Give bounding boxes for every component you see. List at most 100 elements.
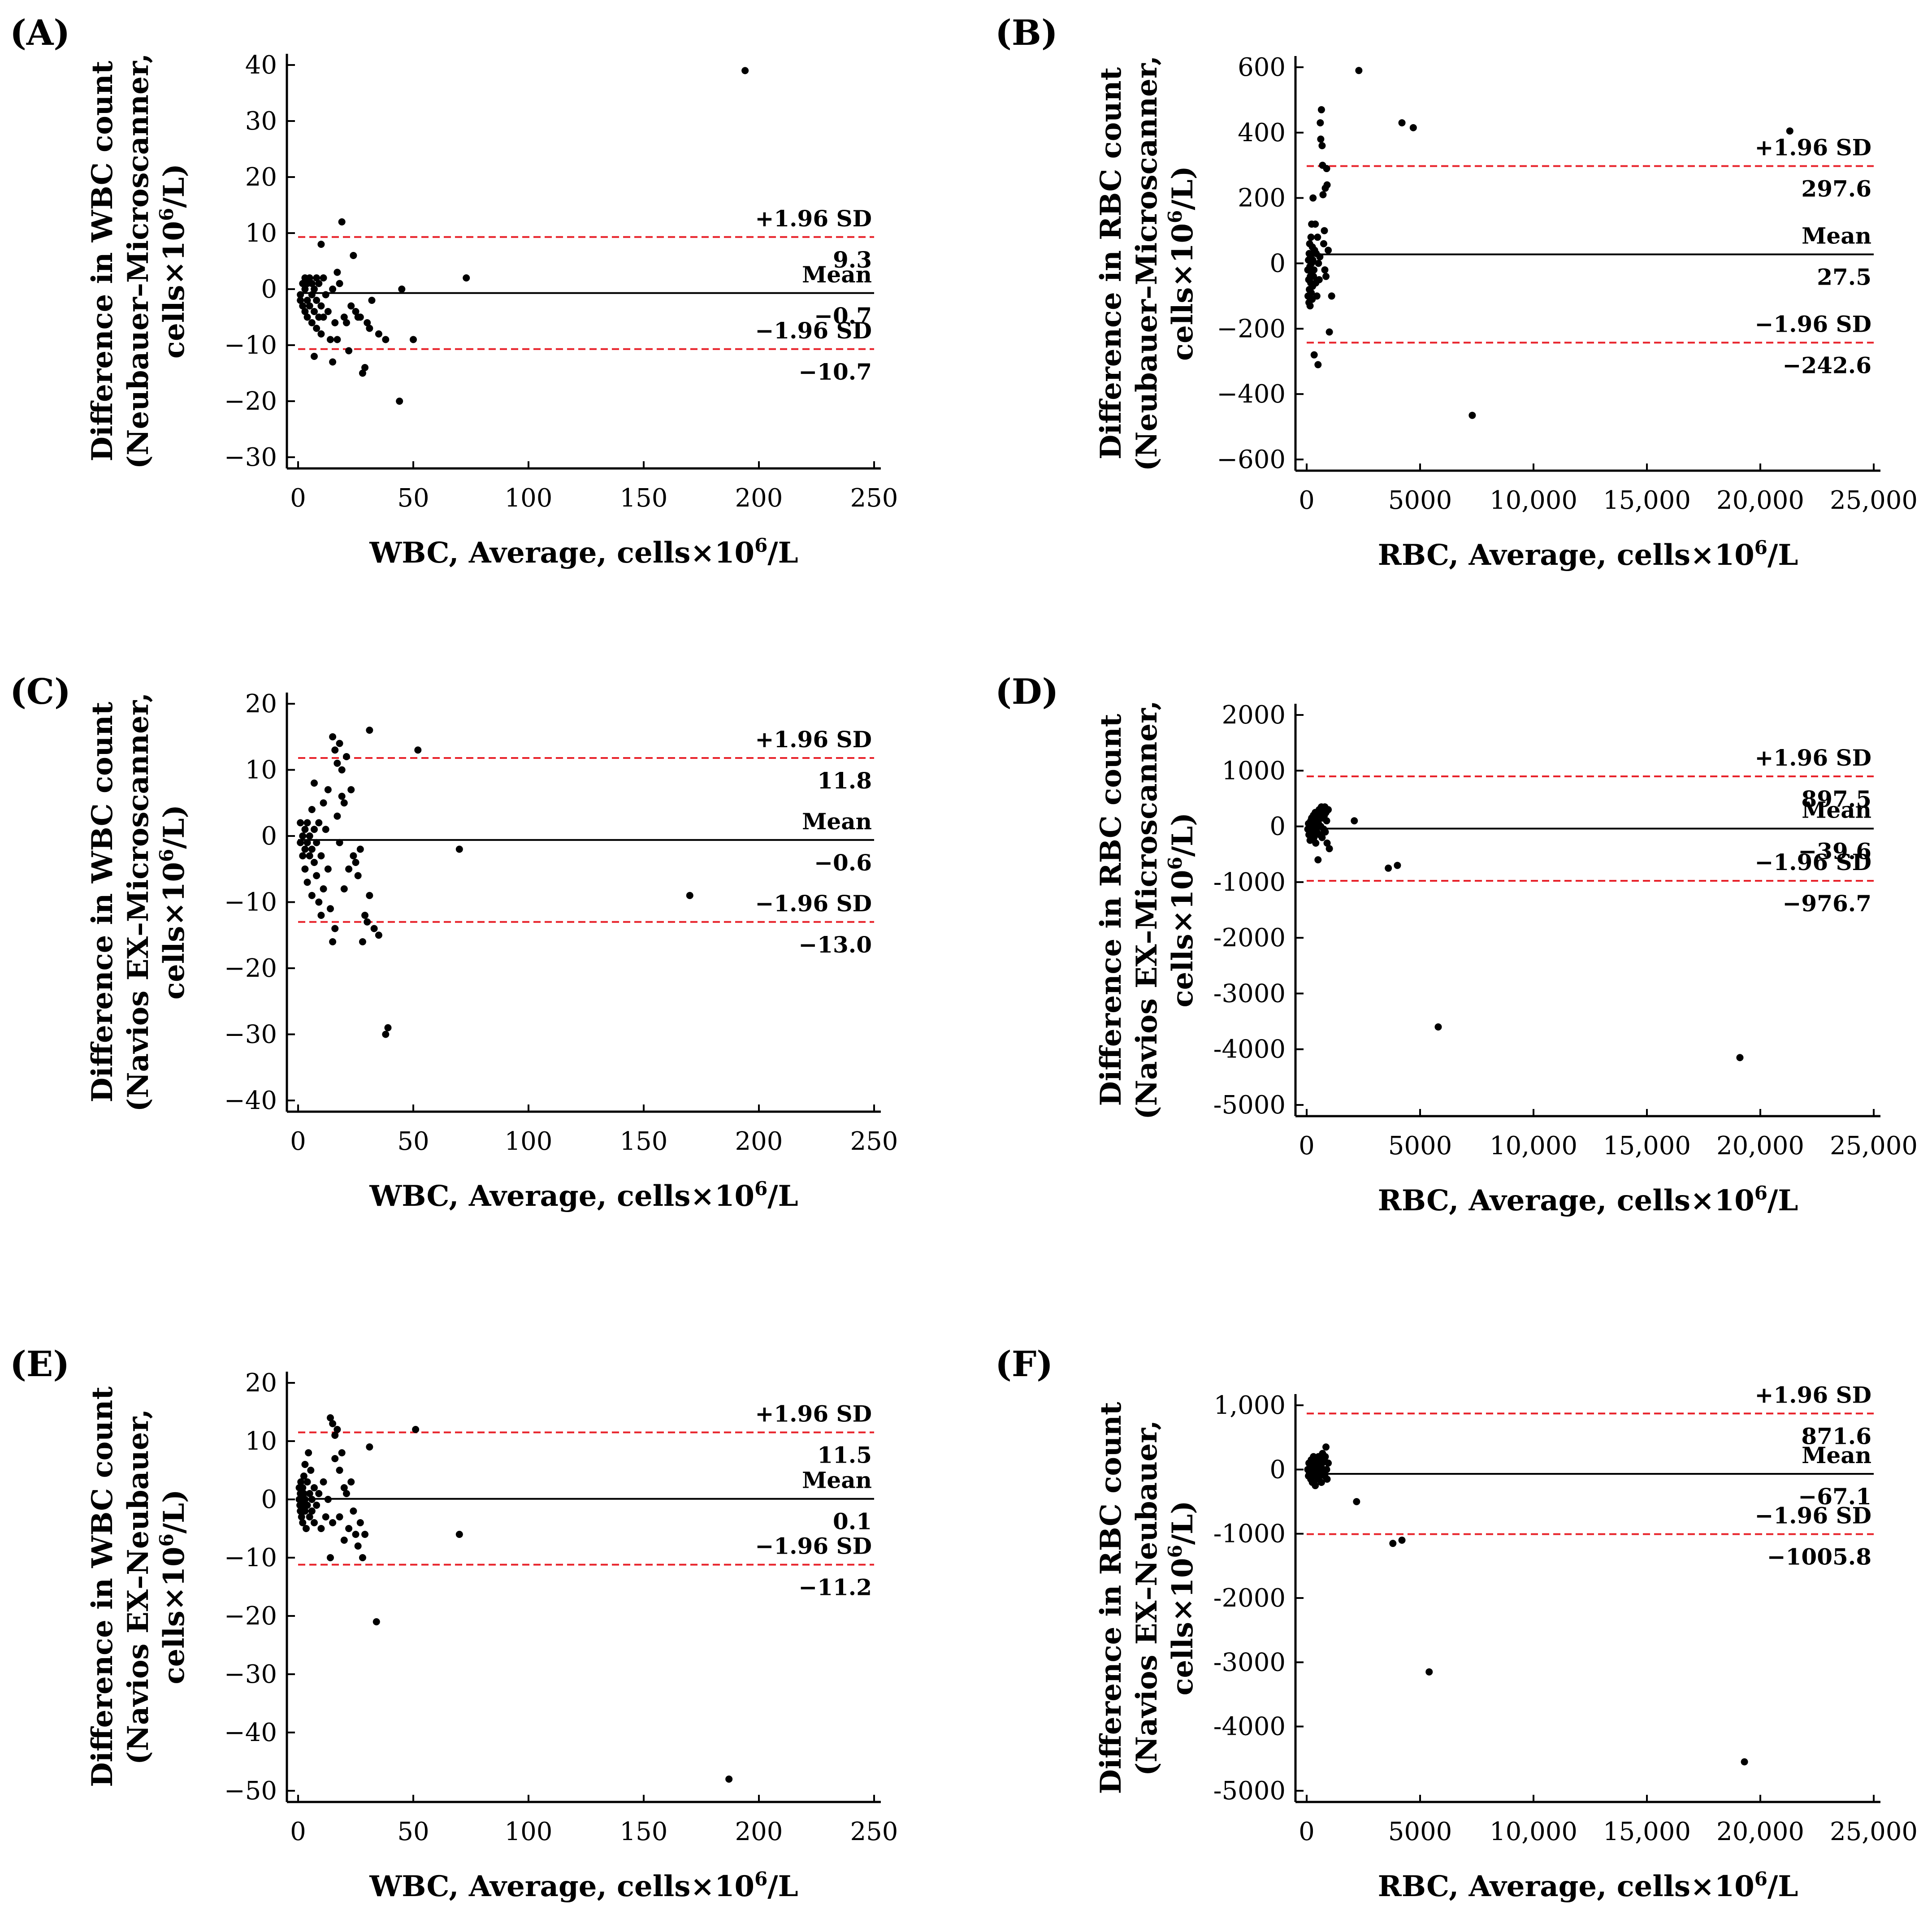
x-tick-label: 15,000 bbox=[1603, 486, 1691, 515]
data-point bbox=[361, 1531, 369, 1538]
data-point bbox=[1312, 221, 1319, 228]
data-point bbox=[375, 931, 382, 939]
data-point bbox=[310, 1484, 318, 1491]
upper-loa-value: 897.5 bbox=[1801, 786, 1871, 812]
data-point bbox=[1389, 1540, 1397, 1547]
data-point bbox=[352, 308, 360, 315]
x-tick-label: 200 bbox=[735, 1127, 783, 1156]
data-point bbox=[329, 733, 337, 741]
data-point bbox=[331, 1455, 339, 1462]
data-point bbox=[366, 727, 373, 734]
y-tick-label: −40 bbox=[224, 1718, 277, 1747]
y-tick-label: −50 bbox=[224, 1776, 277, 1806]
y-tick-label: −10 bbox=[224, 1543, 277, 1572]
data-point bbox=[303, 1502, 311, 1509]
chart-panel-d: (D) -5000 -4000 -3000 -2000 -1000 0 1000 2000 0 50… bbox=[995, 671, 1918, 1217]
data-point bbox=[1318, 142, 1326, 149]
data-point bbox=[1434, 1023, 1442, 1031]
data-point bbox=[686, 892, 693, 899]
panel-label: (B) bbox=[995, 13, 1058, 53]
data-point bbox=[317, 241, 325, 248]
data-point bbox=[1317, 1479, 1325, 1486]
data-point bbox=[347, 1478, 355, 1486]
mean-label: Mean bbox=[1802, 797, 1871, 823]
data-point bbox=[1317, 135, 1325, 143]
x-tick-label: 20,000 bbox=[1716, 486, 1804, 515]
x-tick-label: 5000 bbox=[1388, 486, 1452, 515]
data-point bbox=[334, 812, 341, 820]
data-point bbox=[338, 793, 346, 800]
data-point bbox=[299, 832, 307, 840]
y-tick-label: -5000 bbox=[1213, 1776, 1286, 1806]
data-point bbox=[299, 302, 307, 310]
y-tick-label: 20 bbox=[245, 163, 277, 192]
data-point bbox=[398, 286, 406, 293]
data-point bbox=[1325, 247, 1332, 254]
data-point bbox=[310, 286, 318, 293]
data-point bbox=[340, 799, 348, 807]
data-point bbox=[1385, 864, 1392, 872]
data-point bbox=[1316, 253, 1324, 260]
data-point bbox=[356, 845, 364, 853]
mean-label: Mean bbox=[802, 1467, 872, 1494]
mean-label: Mean bbox=[802, 261, 872, 288]
x-tick-label: 50 bbox=[397, 1817, 429, 1846]
data-point bbox=[336, 280, 343, 287]
x-tick-label: 0 bbox=[1299, 486, 1315, 515]
x-tick-label: 0 bbox=[1299, 1131, 1315, 1161]
data-point bbox=[1321, 227, 1328, 234]
data-point bbox=[1319, 191, 1327, 199]
data-point bbox=[359, 369, 366, 377]
data-point bbox=[338, 766, 346, 774]
data-point bbox=[297, 819, 304, 827]
data-point bbox=[301, 826, 309, 833]
x-tick-label: 150 bbox=[620, 1817, 668, 1846]
data-point bbox=[322, 826, 329, 833]
panel-label: (C) bbox=[10, 671, 71, 712]
data-point bbox=[347, 786, 355, 793]
y-axis-title-line-2: (Neubauer–Microscanner, bbox=[1130, 56, 1164, 471]
data-point bbox=[313, 274, 321, 282]
y-tick-label: 0 bbox=[1269, 812, 1286, 841]
mean-value: −67.1 bbox=[1798, 1483, 1871, 1510]
data-point bbox=[350, 252, 357, 259]
x-tick-label: 0 bbox=[290, 1127, 306, 1156]
data-point bbox=[326, 336, 334, 343]
data-point bbox=[340, 1537, 348, 1544]
data-point bbox=[414, 746, 422, 754]
x-tick-label: 10,000 bbox=[1490, 1817, 1577, 1846]
y-tick-label: −20 bbox=[224, 1602, 277, 1631]
data-point bbox=[1314, 234, 1321, 241]
data-point bbox=[297, 1478, 305, 1486]
data-point bbox=[356, 1519, 364, 1526]
y-tick-label: 1,000 bbox=[1214, 1391, 1286, 1420]
y-axis-title-line-2: (Navios EX–Microscanner, bbox=[1130, 700, 1164, 1119]
data-point bbox=[303, 839, 311, 846]
data-point bbox=[306, 852, 313, 860]
y-tick-label: 400 bbox=[1238, 118, 1286, 147]
data-point bbox=[412, 1426, 420, 1433]
data-point bbox=[317, 330, 325, 338]
y-tick-label: −600 bbox=[1217, 445, 1286, 474]
data-point bbox=[345, 1525, 353, 1532]
data-point bbox=[317, 852, 325, 860]
data-point bbox=[366, 892, 373, 899]
x-tick-label: 150 bbox=[620, 484, 668, 513]
data-point bbox=[320, 885, 327, 892]
upper-loa-value: 297.6 bbox=[1801, 176, 1871, 202]
data-point bbox=[307, 1467, 315, 1474]
data-point bbox=[301, 1507, 309, 1515]
chart-panel-b: (B) −600 −400 −200 0 200 400 600 0 5000 10,000 15,0… bbox=[995, 13, 1918, 572]
x-axis-title: WBC, Average, cells×106/L bbox=[369, 1178, 798, 1213]
data-point bbox=[336, 1467, 343, 1474]
data-point bbox=[308, 806, 316, 813]
y-axis-title-line-3: cells×106/L) bbox=[1164, 1501, 1200, 1696]
data-point bbox=[298, 1513, 305, 1520]
x-tick-label: 25,000 bbox=[1830, 1131, 1918, 1161]
data-point bbox=[352, 859, 360, 866]
y-axis-title-line-2: (Neubauer–Microscanner, bbox=[121, 53, 155, 469]
x-axis-title: RBC, Average, cells×106/L bbox=[1378, 1868, 1798, 1903]
data-point bbox=[352, 1531, 360, 1538]
panel-label: (A) bbox=[10, 13, 70, 53]
